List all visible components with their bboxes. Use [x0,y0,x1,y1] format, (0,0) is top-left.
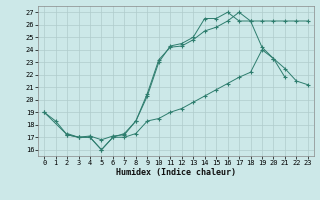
X-axis label: Humidex (Indice chaleur): Humidex (Indice chaleur) [116,168,236,177]
